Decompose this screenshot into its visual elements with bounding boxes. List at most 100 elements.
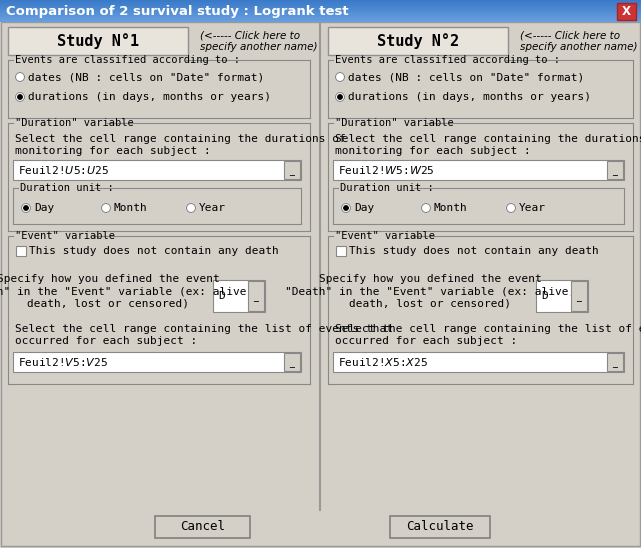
Bar xyxy=(571,281,587,311)
Circle shape xyxy=(187,203,196,213)
Text: _: _ xyxy=(613,358,617,368)
Text: Day: Day xyxy=(34,203,54,213)
Bar xyxy=(0,10,641,11)
Text: This study does not contain any death: This study does not contain any death xyxy=(29,246,279,256)
Bar xyxy=(0,5,641,6)
Bar xyxy=(248,281,264,311)
Circle shape xyxy=(344,206,348,210)
Bar xyxy=(0,16,641,17)
Text: Month: Month xyxy=(434,203,468,213)
Bar xyxy=(0,0,641,1)
Bar xyxy=(0,9,641,10)
Text: Events are classified according to :: Events are classified according to : xyxy=(335,55,560,65)
Text: _: _ xyxy=(254,292,258,302)
Text: Calculate: Calculate xyxy=(406,521,474,534)
Text: Study N°2: Study N°2 xyxy=(377,33,459,49)
Bar xyxy=(0,2,641,3)
Circle shape xyxy=(422,203,431,213)
Text: Year: Year xyxy=(519,203,546,213)
Text: Events are classified according to :: Events are classified according to : xyxy=(15,55,240,65)
Text: (<----- Click here to
specify another name): (<----- Click here to specify another na… xyxy=(200,30,317,52)
Text: occurred for each subject :: occurred for each subject : xyxy=(15,336,197,346)
Bar xyxy=(8,27,188,55)
Bar xyxy=(0,18,641,19)
Text: _: _ xyxy=(290,358,294,368)
Text: _: _ xyxy=(290,166,294,176)
Bar xyxy=(390,516,490,538)
Text: "Death" in the "Event" variable (ex: alive,: "Death" in the "Event" variable (ex: ali… xyxy=(0,286,253,296)
Text: Cancel: Cancel xyxy=(180,521,225,534)
Bar xyxy=(13,160,301,180)
Text: "Duration" variable: "Duration" variable xyxy=(335,118,454,128)
Text: Specify how you defined the event: Specify how you defined the event xyxy=(319,274,542,284)
Circle shape xyxy=(18,95,22,99)
Bar xyxy=(617,3,636,20)
Circle shape xyxy=(15,93,24,101)
Text: "Duration" variable: "Duration" variable xyxy=(15,118,134,128)
Bar xyxy=(0,8,641,9)
Bar xyxy=(0,1,641,2)
Text: death, lost or censored): death, lost or censored) xyxy=(349,298,511,308)
Text: _: _ xyxy=(576,292,581,302)
Bar xyxy=(0,7,641,8)
Text: _: _ xyxy=(613,166,617,176)
Text: "Death" in the "Event" variable (ex: alive,: "Death" in the "Event" variable (ex: ali… xyxy=(285,286,575,296)
Text: Select the cell range containing the durations of: Select the cell range containing the dur… xyxy=(335,134,641,144)
Text: D: D xyxy=(218,291,225,301)
Bar xyxy=(155,516,250,538)
Bar xyxy=(328,27,508,55)
Bar xyxy=(0,15,641,16)
Bar xyxy=(0,14,641,15)
Bar xyxy=(0,4,641,5)
Circle shape xyxy=(24,206,28,210)
Text: Select the cell range containing the list of events that: Select the cell range containing the lis… xyxy=(335,324,641,334)
Bar xyxy=(284,353,300,371)
Circle shape xyxy=(338,95,342,99)
Text: "Event" variable: "Event" variable xyxy=(335,231,435,241)
Text: (<----- Click here to
specify another name): (<----- Click here to specify another na… xyxy=(520,30,638,52)
Bar xyxy=(13,352,301,372)
Bar xyxy=(0,13,641,14)
Bar xyxy=(16,246,26,256)
Text: Specify how you defined the event: Specify how you defined the event xyxy=(0,274,219,284)
Text: "Event" variable: "Event" variable xyxy=(15,231,115,241)
Bar xyxy=(536,280,588,312)
Text: dates (NB : cells on "Date" format): dates (NB : cells on "Date" format) xyxy=(28,72,264,82)
Bar xyxy=(607,161,623,179)
Circle shape xyxy=(15,72,24,82)
Bar xyxy=(0,21,641,22)
Text: Duration unit :: Duration unit : xyxy=(20,183,113,193)
Text: death, lost or censored): death, lost or censored) xyxy=(27,298,189,308)
Bar xyxy=(213,280,265,312)
Text: Month: Month xyxy=(114,203,147,213)
Bar xyxy=(333,352,624,372)
Text: Comparison of 2 survival study : Logrank test: Comparison of 2 survival study : Logrank… xyxy=(6,4,349,18)
Text: Select the cell range containing the durations of: Select the cell range containing the dur… xyxy=(15,134,345,144)
Bar xyxy=(0,3,641,4)
Text: dates (NB : cells on "Date" format): dates (NB : cells on "Date" format) xyxy=(348,72,584,82)
Bar xyxy=(0,17,641,18)
Circle shape xyxy=(335,93,344,101)
Bar xyxy=(0,6,641,7)
Text: Feuil2!$U$5:$U$25: Feuil2!$U$5:$U$25 xyxy=(18,164,109,176)
Bar xyxy=(284,161,300,179)
Text: Feuil2!$W$5:$W$25: Feuil2!$W$5:$W$25 xyxy=(338,164,435,176)
Text: Study N°1: Study N°1 xyxy=(57,33,139,49)
Bar xyxy=(607,353,623,371)
Text: Year: Year xyxy=(199,203,226,213)
Bar xyxy=(0,11,641,12)
Text: monitoring for each subject :: monitoring for each subject : xyxy=(335,146,531,156)
Text: Duration unit :: Duration unit : xyxy=(340,183,434,193)
Circle shape xyxy=(506,203,515,213)
Bar xyxy=(0,20,641,21)
Circle shape xyxy=(342,203,351,213)
Bar xyxy=(0,12,641,13)
Text: durations (in days, months or years): durations (in days, months or years) xyxy=(348,92,591,102)
Text: Feuil2!$X$5:$X$25: Feuil2!$X$5:$X$25 xyxy=(338,356,428,368)
Bar xyxy=(0,19,641,20)
Text: Day: Day xyxy=(354,203,374,213)
Text: Select the cell range containing the list of events that: Select the cell range containing the lis… xyxy=(15,324,393,334)
Circle shape xyxy=(335,72,344,82)
Text: D: D xyxy=(541,291,548,301)
Bar xyxy=(333,160,624,180)
